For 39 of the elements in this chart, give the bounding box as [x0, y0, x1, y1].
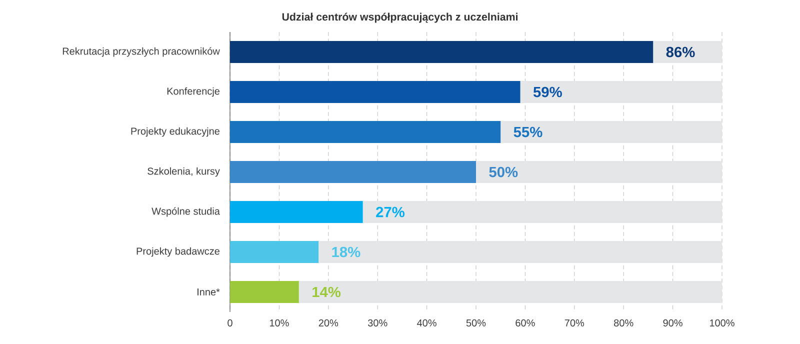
bar: [230, 201, 363, 224]
y-tick-label: Projekty badawcze: [136, 247, 220, 257]
bar: [230, 121, 501, 144]
bar: [298, 281, 722, 303]
x-tick-label: 100%: [710, 319, 734, 326]
data-label: 18%: [332, 246, 360, 258]
y-tick-label: Projekty edukacyjne: [131, 127, 220, 137]
x-tick-label: 50%: [466, 319, 486, 326]
bar: [230, 81, 520, 104]
bar: [318, 241, 722, 264]
y-tick-label: Rekrutacja przyszłych pracowników: [62, 47, 220, 57]
x-tick-label: 30%: [368, 319, 388, 326]
data-label: 59%: [533, 86, 562, 98]
data-label: 27%: [376, 206, 405, 218]
y-tick-label: Wspólne studia: [152, 207, 220, 217]
bar: [230, 41, 654, 64]
y-tick-label: Konferencje: [167, 87, 220, 97]
bar: [362, 201, 722, 224]
bar: [230, 161, 476, 184]
data-label: 86%: [666, 46, 695, 58]
data-label: 50%: [489, 166, 518, 178]
x-tick-label: 0: [228, 319, 232, 326]
bar: [520, 81, 722, 104]
x-tick-label: 70%: [564, 319, 584, 326]
chart-title: Udział centrów współpracujących z uczelniami: [282, 12, 518, 23]
x-tick-label: 90%: [663, 319, 682, 326]
x-tick-label: 40%: [417, 319, 436, 326]
x-tick-label: 10%: [270, 319, 289, 326]
bar: [230, 281, 299, 304]
data-label: 55%: [514, 126, 542, 138]
data-label: 14%: [312, 286, 341, 298]
y-tick-label: Szkolenia, kursy: [148, 167, 220, 177]
bar: [500, 121, 722, 144]
bar: [476, 161, 722, 184]
x-tick-label: 20%: [318, 319, 338, 326]
y-tick-label: Inne*: [198, 288, 220, 296]
x-tick-label: 80%: [614, 319, 634, 326]
x-tick-label: 60%: [516, 319, 535, 326]
bar: [230, 241, 319, 264]
